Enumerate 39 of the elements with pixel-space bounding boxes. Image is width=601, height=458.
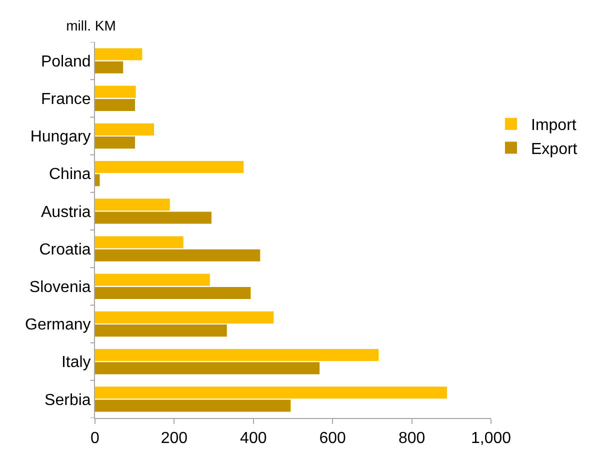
x-tick-label: 600 [319, 430, 346, 448]
x-tick-label: 400 [240, 430, 267, 448]
bar [95, 400, 291, 412]
bar [95, 324, 227, 337]
bar [95, 161, 244, 174]
y-tick-label: France [41, 91, 91, 108]
x-tick-label: 800 [398, 430, 426, 448]
y-tick-label: Croatia [39, 241, 91, 258]
bar [95, 174, 100, 186]
y-tick-label: Serbia [44, 392, 91, 409]
x-tick-label: 0 [90, 430, 100, 448]
y-tick-label: Italy [61, 354, 91, 372]
y-tick-label: Germany [25, 316, 91, 334]
y-tick-label: Austria [41, 204, 91, 221]
x-tick-label: 1,000 [470, 430, 512, 448]
bar [95, 274, 210, 286]
bar [95, 198, 170, 211]
bar [95, 136, 135, 149]
bar [95, 362, 320, 374]
legend-label: Export [531, 140, 578, 158]
legend-label: Import [531, 117, 577, 134]
bar [95, 249, 260, 262]
bar [95, 48, 142, 60]
bar [95, 349, 379, 362]
y-tick-label: Slovenia [29, 279, 91, 296]
chart-title: mill. KM [66, 17, 116, 34]
bar [95, 98, 135, 111]
x-tick-label: 200 [160, 430, 188, 448]
bar [95, 236, 184, 248]
bar [95, 61, 124, 74]
y-tick-label: Poland [40, 53, 91, 70]
bar [95, 123, 154, 136]
y-tick-label: Hungary [30, 128, 91, 146]
bar [95, 286, 251, 299]
bar [95, 311, 274, 324]
y-tick-label: China [48, 166, 91, 184]
bar [95, 386, 448, 399]
bar [95, 86, 136, 98]
bar [95, 212, 212, 224]
